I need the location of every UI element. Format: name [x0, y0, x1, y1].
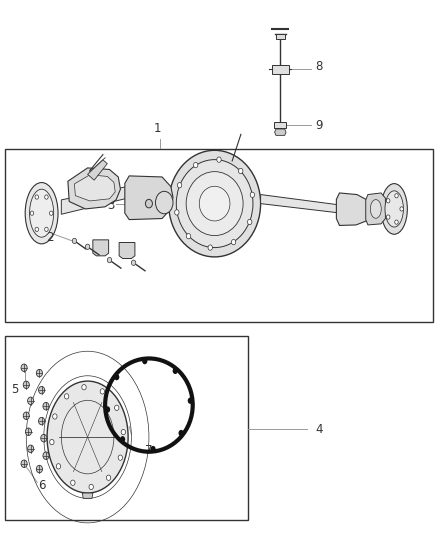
Circle shape	[71, 480, 75, 486]
Ellipse shape	[169, 150, 261, 257]
Text: 9: 9	[315, 119, 323, 132]
Circle shape	[82, 384, 86, 390]
Bar	[5, 149, 433, 322]
Ellipse shape	[385, 191, 403, 227]
Circle shape	[395, 220, 398, 224]
Circle shape	[30, 211, 34, 215]
Circle shape	[217, 157, 221, 163]
Polygon shape	[61, 187, 127, 214]
Ellipse shape	[176, 159, 253, 247]
Ellipse shape	[25, 182, 58, 244]
Circle shape	[114, 374, 119, 380]
Ellipse shape	[199, 187, 230, 221]
Polygon shape	[336, 193, 372, 225]
Circle shape	[250, 192, 254, 198]
Polygon shape	[366, 193, 385, 225]
Ellipse shape	[186, 172, 243, 236]
Circle shape	[23, 412, 29, 419]
Circle shape	[173, 368, 178, 374]
Text: 7: 7	[145, 444, 152, 457]
Bar	[274, 122, 286, 128]
Circle shape	[105, 406, 110, 413]
Circle shape	[121, 430, 126, 435]
Circle shape	[36, 465, 42, 473]
Ellipse shape	[29, 189, 53, 237]
Circle shape	[231, 239, 236, 245]
Polygon shape	[275, 129, 286, 135]
Circle shape	[400, 207, 403, 211]
Bar	[5, 336, 248, 520]
Polygon shape	[125, 176, 173, 220]
Polygon shape	[261, 195, 342, 213]
Circle shape	[131, 260, 136, 265]
Circle shape	[175, 209, 179, 215]
Ellipse shape	[47, 381, 128, 493]
Circle shape	[150, 446, 155, 453]
Circle shape	[36, 369, 42, 377]
Circle shape	[39, 386, 45, 394]
Circle shape	[21, 460, 27, 467]
Text: 4: 4	[315, 423, 323, 435]
Circle shape	[386, 215, 390, 219]
Polygon shape	[82, 493, 93, 498]
Ellipse shape	[370, 200, 381, 219]
Circle shape	[39, 417, 45, 425]
Circle shape	[28, 397, 34, 405]
Circle shape	[142, 358, 148, 364]
Circle shape	[64, 394, 69, 399]
Text: 3: 3	[107, 199, 115, 212]
Circle shape	[107, 257, 112, 263]
Circle shape	[115, 405, 119, 410]
Circle shape	[238, 168, 243, 174]
Circle shape	[179, 430, 184, 437]
Polygon shape	[68, 168, 120, 209]
Circle shape	[247, 219, 252, 224]
Circle shape	[100, 389, 105, 394]
Text: 2: 2	[46, 231, 53, 244]
Circle shape	[177, 183, 182, 188]
Circle shape	[43, 402, 49, 410]
Circle shape	[395, 193, 398, 198]
Circle shape	[49, 211, 53, 215]
Circle shape	[49, 439, 54, 445]
Polygon shape	[93, 240, 109, 256]
Bar	[276, 34, 285, 39]
Polygon shape	[119, 243, 135, 259]
Circle shape	[21, 364, 27, 372]
Text: 6: 6	[39, 479, 46, 491]
Circle shape	[194, 163, 198, 168]
Text: 8: 8	[315, 60, 323, 73]
Bar	[272, 65, 289, 74]
Circle shape	[386, 199, 390, 203]
Circle shape	[43, 452, 49, 459]
Circle shape	[25, 428, 32, 435]
Circle shape	[23, 381, 29, 389]
Circle shape	[45, 195, 48, 199]
Circle shape	[53, 414, 57, 419]
Circle shape	[56, 464, 60, 469]
Text: 1: 1	[154, 122, 162, 135]
Circle shape	[35, 195, 39, 199]
Circle shape	[72, 238, 77, 244]
Circle shape	[106, 475, 111, 480]
Ellipse shape	[381, 183, 407, 235]
Ellipse shape	[155, 191, 173, 214]
Circle shape	[120, 436, 125, 442]
Circle shape	[118, 455, 123, 461]
Text: 5: 5	[11, 383, 18, 395]
Circle shape	[89, 484, 93, 490]
Circle shape	[45, 227, 48, 231]
Circle shape	[35, 227, 39, 231]
Circle shape	[85, 244, 90, 249]
Circle shape	[187, 233, 191, 239]
Circle shape	[145, 199, 152, 208]
Circle shape	[188, 398, 193, 404]
Circle shape	[28, 445, 34, 453]
Polygon shape	[74, 175, 115, 201]
Circle shape	[208, 245, 212, 250]
Polygon shape	[88, 160, 107, 180]
Circle shape	[41, 434, 47, 442]
